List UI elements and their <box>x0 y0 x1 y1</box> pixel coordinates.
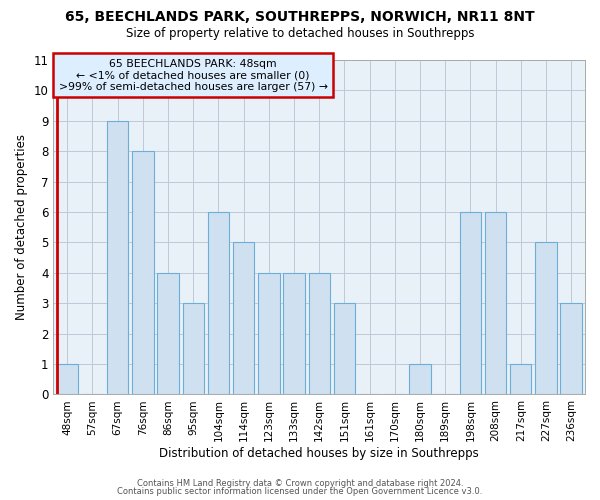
Text: Contains HM Land Registry data © Crown copyright and database right 2024.: Contains HM Land Registry data © Crown c… <box>137 478 463 488</box>
Bar <box>560 303 582 394</box>
Bar <box>308 273 330 394</box>
Bar <box>485 212 506 394</box>
Bar <box>409 364 431 394</box>
Text: Contains public sector information licensed under the Open Government Licence v3: Contains public sector information licen… <box>118 487 482 496</box>
Bar <box>283 273 305 394</box>
Bar <box>107 121 128 394</box>
Y-axis label: Number of detached properties: Number of detached properties <box>15 134 28 320</box>
Text: 65, BEECHLANDS PARK, SOUTHREPPS, NORWICH, NR11 8NT: 65, BEECHLANDS PARK, SOUTHREPPS, NORWICH… <box>65 10 535 24</box>
Bar <box>132 151 154 394</box>
Bar <box>535 242 557 394</box>
Bar <box>157 273 179 394</box>
Bar <box>233 242 254 394</box>
Text: 65 BEECHLANDS PARK: 48sqm
← <1% of detached houses are smaller (0)
>99% of semi-: 65 BEECHLANDS PARK: 48sqm ← <1% of detac… <box>59 58 328 92</box>
Bar <box>182 303 204 394</box>
Bar <box>510 364 532 394</box>
Bar <box>334 303 355 394</box>
Bar <box>56 364 78 394</box>
Bar <box>258 273 280 394</box>
X-axis label: Distribution of detached houses by size in Southrepps: Distribution of detached houses by size … <box>160 447 479 460</box>
Bar <box>460 212 481 394</box>
Text: Size of property relative to detached houses in Southrepps: Size of property relative to detached ho… <box>126 28 474 40</box>
Bar <box>208 212 229 394</box>
